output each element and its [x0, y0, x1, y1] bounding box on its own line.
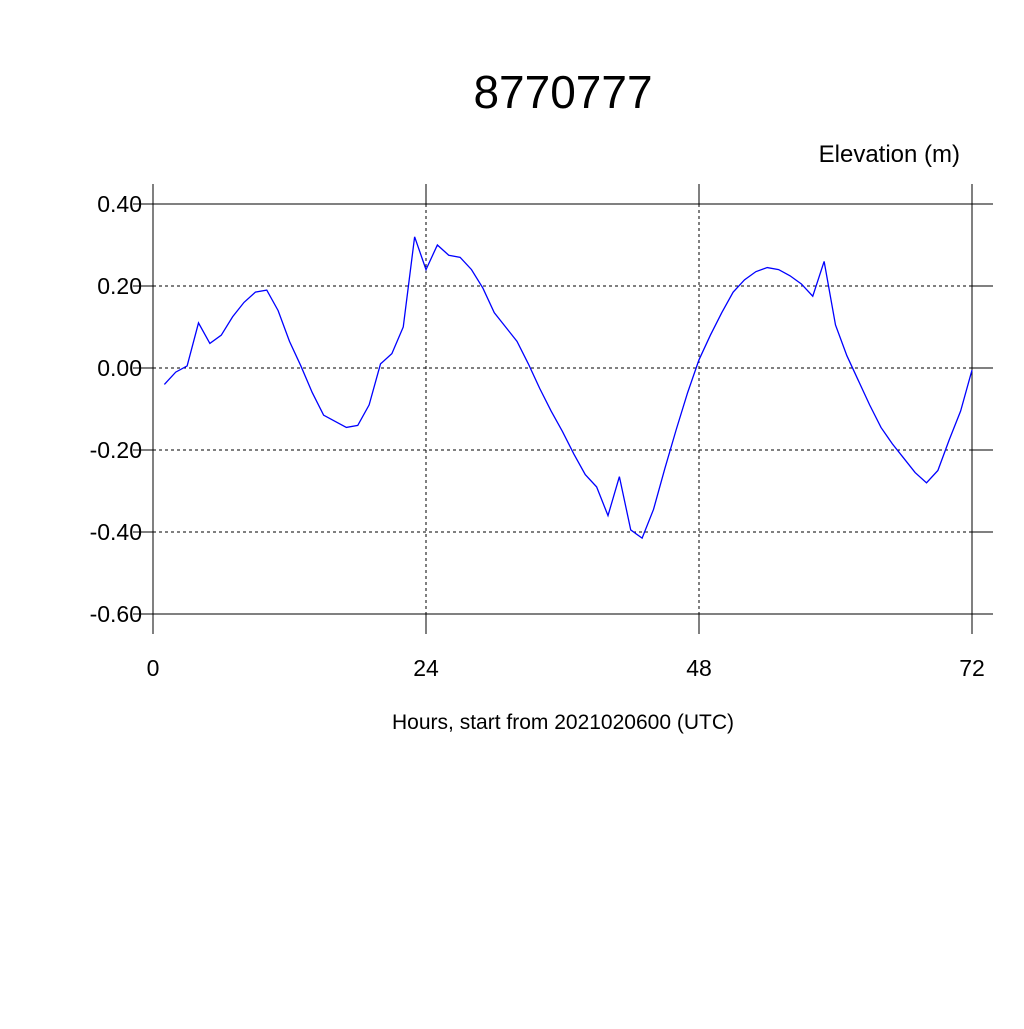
x-tick-label: 48	[686, 655, 712, 681]
axis-unit: Elevation (m)	[819, 141, 960, 168]
x-tick-label: 24	[413, 655, 439, 681]
data-line	[163, 236, 973, 540]
chart-title: 8770777	[473, 66, 652, 118]
x-axis-label: Hours, start from 2021020600 (UTC)	[392, 711, 734, 734]
x-tick-label: 72	[959, 655, 985, 681]
x-tick-label: 0	[147, 655, 160, 681]
plot-frame	[152, 203, 973, 615]
